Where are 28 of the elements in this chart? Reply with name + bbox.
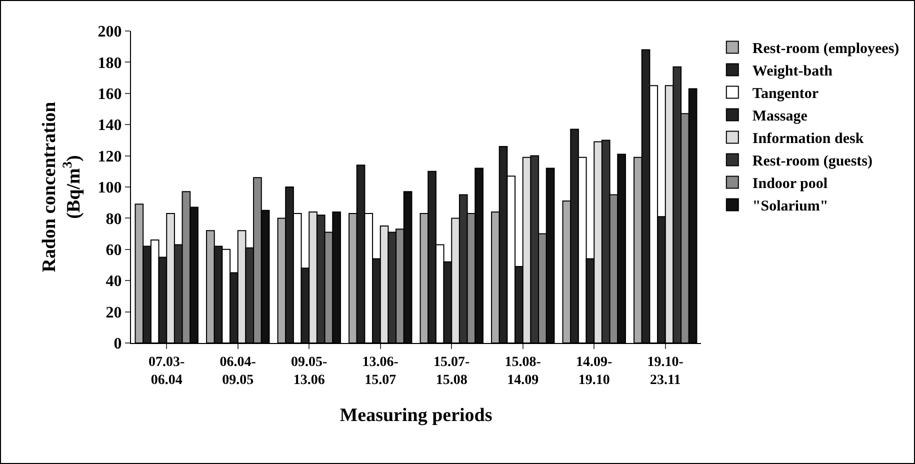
y-tick-label: 140 [98, 117, 122, 134]
x-tick-label: 14.09- 19.10 [576, 354, 613, 388]
legend-label: Indoor pool [752, 176, 828, 192]
y-tick-label: 80 [106, 210, 122, 228]
legend-label: "Solarium" [752, 198, 828, 215]
legend-label: Rest-room (guests) [752, 154, 873, 170]
x-tick-label: 19.10- 23.11 [647, 354, 684, 388]
legend-label: Rest-room (employees) [752, 41, 900, 58]
x-tick-label: 07.03- 06.04 [148, 354, 186, 388]
y-tick-label: 20 [106, 304, 122, 322]
legend-label: Information desk [752, 131, 864, 148]
legend-label: Weight-bath [752, 64, 834, 80]
y-tick-label: 100 [98, 180, 122, 197]
y-tick-label: 0 [114, 336, 122, 353]
x-tick-label: 09.05- 13.06 [291, 354, 328, 388]
x-tick-label: 13.06- 15.07 [362, 354, 399, 388]
x-axis-title: Measuring periods [340, 404, 492, 426]
y-tick-label: 200 [98, 24, 122, 41]
legend-label: Massage [752, 108, 808, 125]
y-tick-label: 40 [106, 273, 122, 290]
x-tick-label: 15.07- 15.08 [434, 354, 470, 388]
y-tick-label: 180 [98, 54, 122, 72]
y-tick-label: 160 [98, 86, 122, 103]
y-tick-label: 120 [98, 148, 122, 166]
x-tick-label: 15.08- 14.09 [504, 354, 542, 388]
x-tick-label: 06.04- 09.05 [220, 354, 256, 388]
y-tick-label: 60 [106, 242, 122, 259]
legend-label: Tangentor [752, 86, 819, 102]
